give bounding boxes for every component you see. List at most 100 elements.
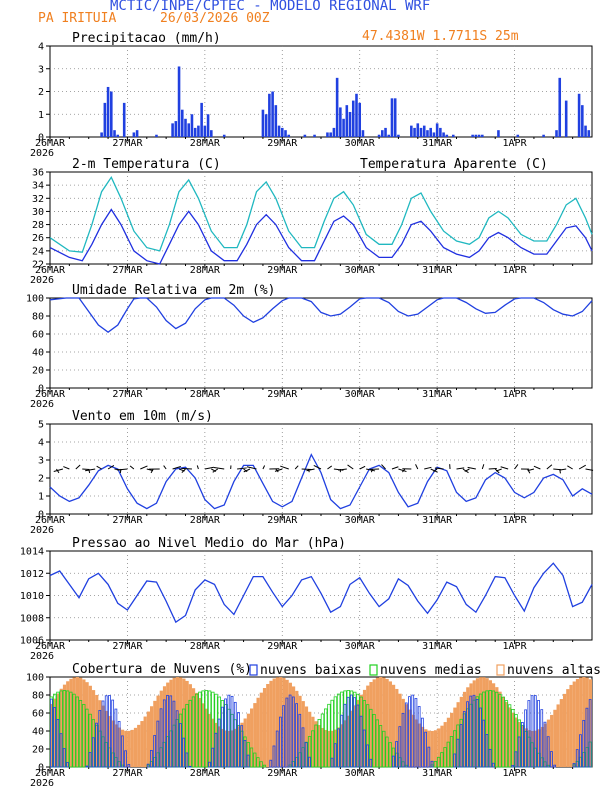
cloud-low-bar [166,695,169,768]
precip-bar [477,134,481,137]
panel-frame [49,171,593,265]
cloud-high-bar [140,721,144,767]
cloud-low-bar [211,747,215,768]
y-tick-label: 1008 [20,613,44,624]
cloud-low-bar [391,755,395,768]
cloud-low-bar [104,695,108,768]
precip-bar [351,100,355,137]
x-tick-label: 1APR [503,768,528,779]
cloud-mid-bar [72,693,76,768]
cloud-high-bar [562,693,567,767]
y-tick-label: 60 [32,330,44,341]
y-tick-label: 0 [38,384,44,395]
panel-title: Precipitacao (mm/h) [72,31,221,46]
cloud-low-bar [346,696,350,768]
cloud-low-bar [120,735,124,768]
cloud-high-bar [246,713,251,767]
precip-bar [564,100,568,137]
cloud-high-bar [195,692,199,767]
wind-arrow [243,468,251,473]
cloud-mid-bar [191,696,196,768]
cloud-high-bar [369,682,373,767]
x-tick-label: 30MAR [345,265,376,276]
legend-label: nuvens altas [507,663,601,678]
cloud-low-bar [456,738,460,768]
cloud-low-bar [214,732,218,768]
cloud-high-bar [211,718,215,767]
cloud-mid-bar [449,736,454,768]
cloud-high-bar [495,687,499,767]
cloud-low-bar [359,715,363,768]
cloud-high-bar [166,682,170,767]
cloud-low-bar [243,739,247,768]
cloud-low-bar [459,724,463,768]
precip-bar [410,125,413,137]
precip-bar [187,123,191,137]
wind-arrow [391,466,399,470]
cloud-high-bar [79,677,83,767]
cloud-high-bar [440,725,444,767]
cloud-high-bar [469,683,473,767]
cloud-low-bar [291,696,295,768]
wind-arrow [559,468,567,471]
cloud-high-bar [82,679,86,767]
y-tick-label: 0 [38,763,44,774]
x-tick-label: 27MAR [112,768,143,779]
cloud-high-bar [201,703,205,767]
cloud-high-bar [137,724,141,767]
x-tick-label: 30MAR [345,389,376,400]
cloud-high-bar [259,692,263,767]
precip-bar [135,130,139,137]
x-year-label: 2026 [30,651,54,662]
wind-arrow [306,468,315,472]
cloud-low-bar [304,742,308,768]
cloud-high-bar [298,695,302,767]
cloud-high-bar [472,680,476,767]
precip-bar [203,125,207,137]
cloud-mid-bar [375,719,380,768]
precip-bar [155,134,158,137]
cloud-high-bar [159,690,163,767]
precip-bar [516,134,520,137]
cloud-low-bar [585,707,589,768]
cloud-mid-bar [372,714,376,768]
cloud-low-bar [462,711,466,768]
x-tick-label: 1APR [503,138,528,149]
y-tick-label: 4 [38,438,44,449]
cloud-high-bar [395,688,399,767]
legend-swatch [249,664,258,676]
cloud-high-bar [314,721,318,767]
cloud-mid-bar [446,741,451,768]
wind-arrow [181,468,186,474]
wind-arrow [464,468,470,472]
cloud-high-bar [188,684,192,767]
cloud-high-bar [91,690,96,767]
cloud-high-bar [443,722,447,767]
x-tick-label: 31MAR [422,515,453,526]
header-run-date: 26/03/2026 00Z [160,11,270,26]
precip-bar [287,134,291,137]
cloud-high-bar [498,691,502,767]
x-tick-label: 31MAR [422,389,453,400]
y-tick-label: 100 [26,673,44,684]
cloud-low-bar [401,712,405,768]
cloud-low-bar [188,765,192,768]
precip-bar [180,109,184,137]
precip-bar [435,123,439,137]
wind-arrow [430,468,438,473]
cloud-high-bar [433,730,438,767]
cloud-high-bar [537,729,541,767]
cloud-high-bar [214,722,218,767]
precip-bar [110,91,113,137]
y-tick-label: 80 [32,312,44,323]
precip-bar [558,77,562,137]
cloud-high-bar [295,690,299,767]
cloud-high-bar [282,677,286,767]
cloud-high-bar [150,706,154,767]
legend-swatch [496,664,505,676]
cloud-high-bar [530,730,534,767]
cloud-high-bar [208,713,212,767]
cloud-high-bar [156,695,160,767]
y-tick-label: 30 [32,207,44,218]
x-tick-label: 26MAR [35,641,66,652]
